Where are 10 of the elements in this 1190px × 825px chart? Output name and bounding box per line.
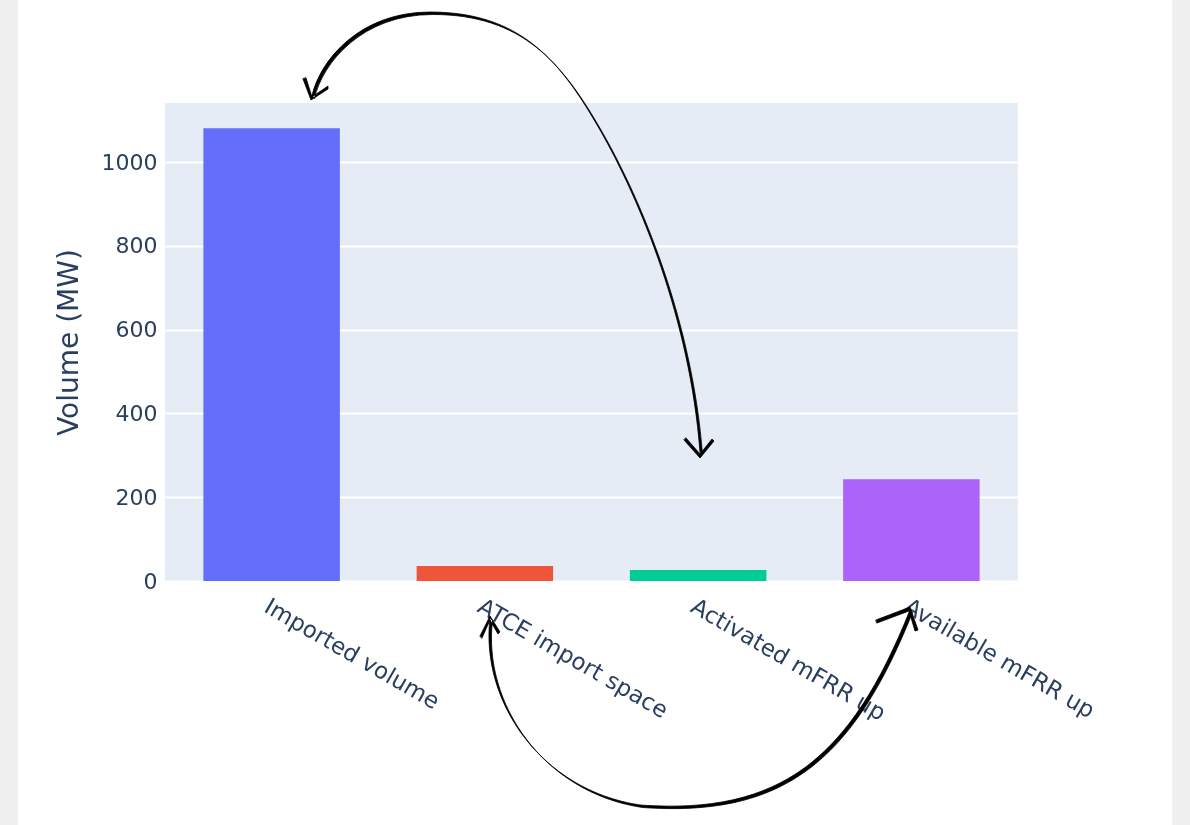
y-axis-title: Volume (MW): [51, 249, 85, 436]
bar: [416, 565, 554, 581]
y-tick-label: 0: [143, 568, 158, 594]
bar: [629, 570, 767, 581]
bar: [843, 479, 980, 581]
y-tick-label: 1000: [101, 149, 158, 175]
y-tick-label: 800: [115, 233, 158, 259]
y-tick-label: 200: [115, 484, 158, 510]
y-tick-label: 600: [115, 317, 158, 343]
y-tick-label: 400: [115, 400, 158, 426]
